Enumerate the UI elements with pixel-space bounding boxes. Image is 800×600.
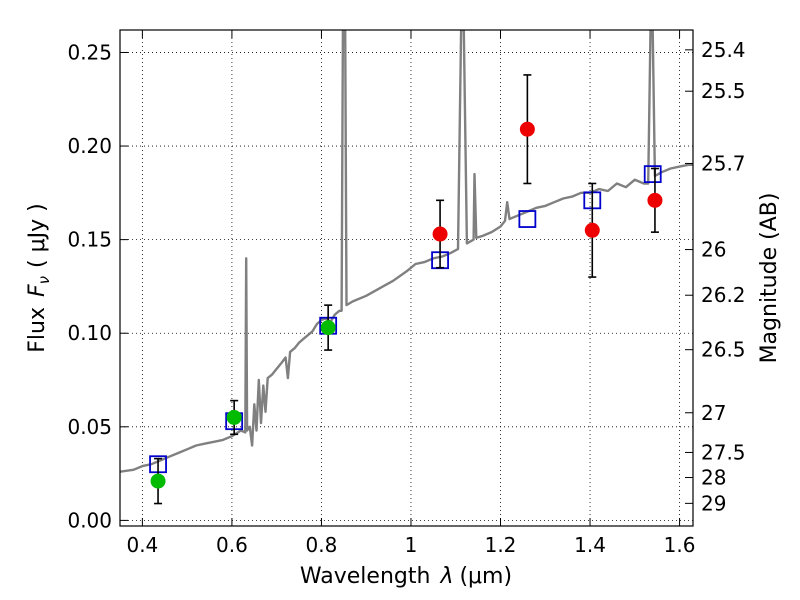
model-square-marker	[643, 165, 662, 184]
x-tick-label: 1	[405, 533, 418, 557]
y2-tick-label: 26.2	[701, 283, 746, 307]
y2-tick-label: 25.4	[701, 38, 746, 62]
y2-tick-label: 29	[701, 491, 726, 515]
y-tick-labels: 0.00 0.05 0.10 0.15 0.20 0.25	[67, 40, 112, 532]
observed-point-red	[647, 192, 663, 208]
x-tick-label: 0.6	[216, 533, 248, 557]
x-axis-label: Wavelength λ (μm)	[300, 564, 512, 589]
observed-point-green	[320, 320, 336, 336]
x-tick-label: 0.4	[126, 533, 158, 557]
y2-tick-label: 25.5	[701, 79, 746, 103]
x-tick-labels: 0.4 0.6 0.8 1 1.2 1.4 1.6	[126, 533, 695, 557]
y2-axis-label: Magnitude (AB)	[757, 193, 782, 364]
observed-point-red	[584, 222, 600, 238]
observed-point-green	[150, 473, 166, 489]
observed-point-green	[226, 409, 242, 425]
observed-point-red	[432, 226, 448, 242]
plot-area	[120, 30, 693, 526]
y2-tick-label: 27.5	[701, 440, 746, 464]
y2-tick-label: 28	[701, 466, 726, 490]
error-bars	[154, 74, 659, 505]
y-tick-label: 0.20	[67, 134, 112, 158]
y2-tick-label: 26.5	[701, 338, 746, 362]
x-tick-label: 0.8	[306, 533, 338, 557]
observed-point-red	[519, 121, 535, 137]
y-axis-label: FluxFν( μJy )	[25, 203, 53, 352]
axis-ticks	[120, 30, 693, 526]
model-square-marker	[518, 210, 537, 228]
x-tick-label: 1.2	[485, 533, 517, 557]
x-tick-label: 1.4	[574, 533, 606, 557]
observed-photometry	[150, 121, 663, 489]
y-tick-label: 0.05	[67, 415, 112, 439]
y-tick-label: 0.00	[67, 508, 112, 532]
y2-tick-label: 26	[701, 238, 726, 262]
y-tick-label: 0.10	[67, 321, 112, 345]
y2-tick-label: 27	[701, 401, 726, 425]
y2-tick-label: 25.7	[701, 151, 746, 175]
x-tick-label: 1.6	[664, 533, 696, 557]
grid-lines	[120, 30, 693, 526]
y-tick-label: 0.25	[67, 40, 112, 64]
y-tick-label: 0.15	[67, 228, 112, 252]
plot-frame	[119, 29, 694, 527]
